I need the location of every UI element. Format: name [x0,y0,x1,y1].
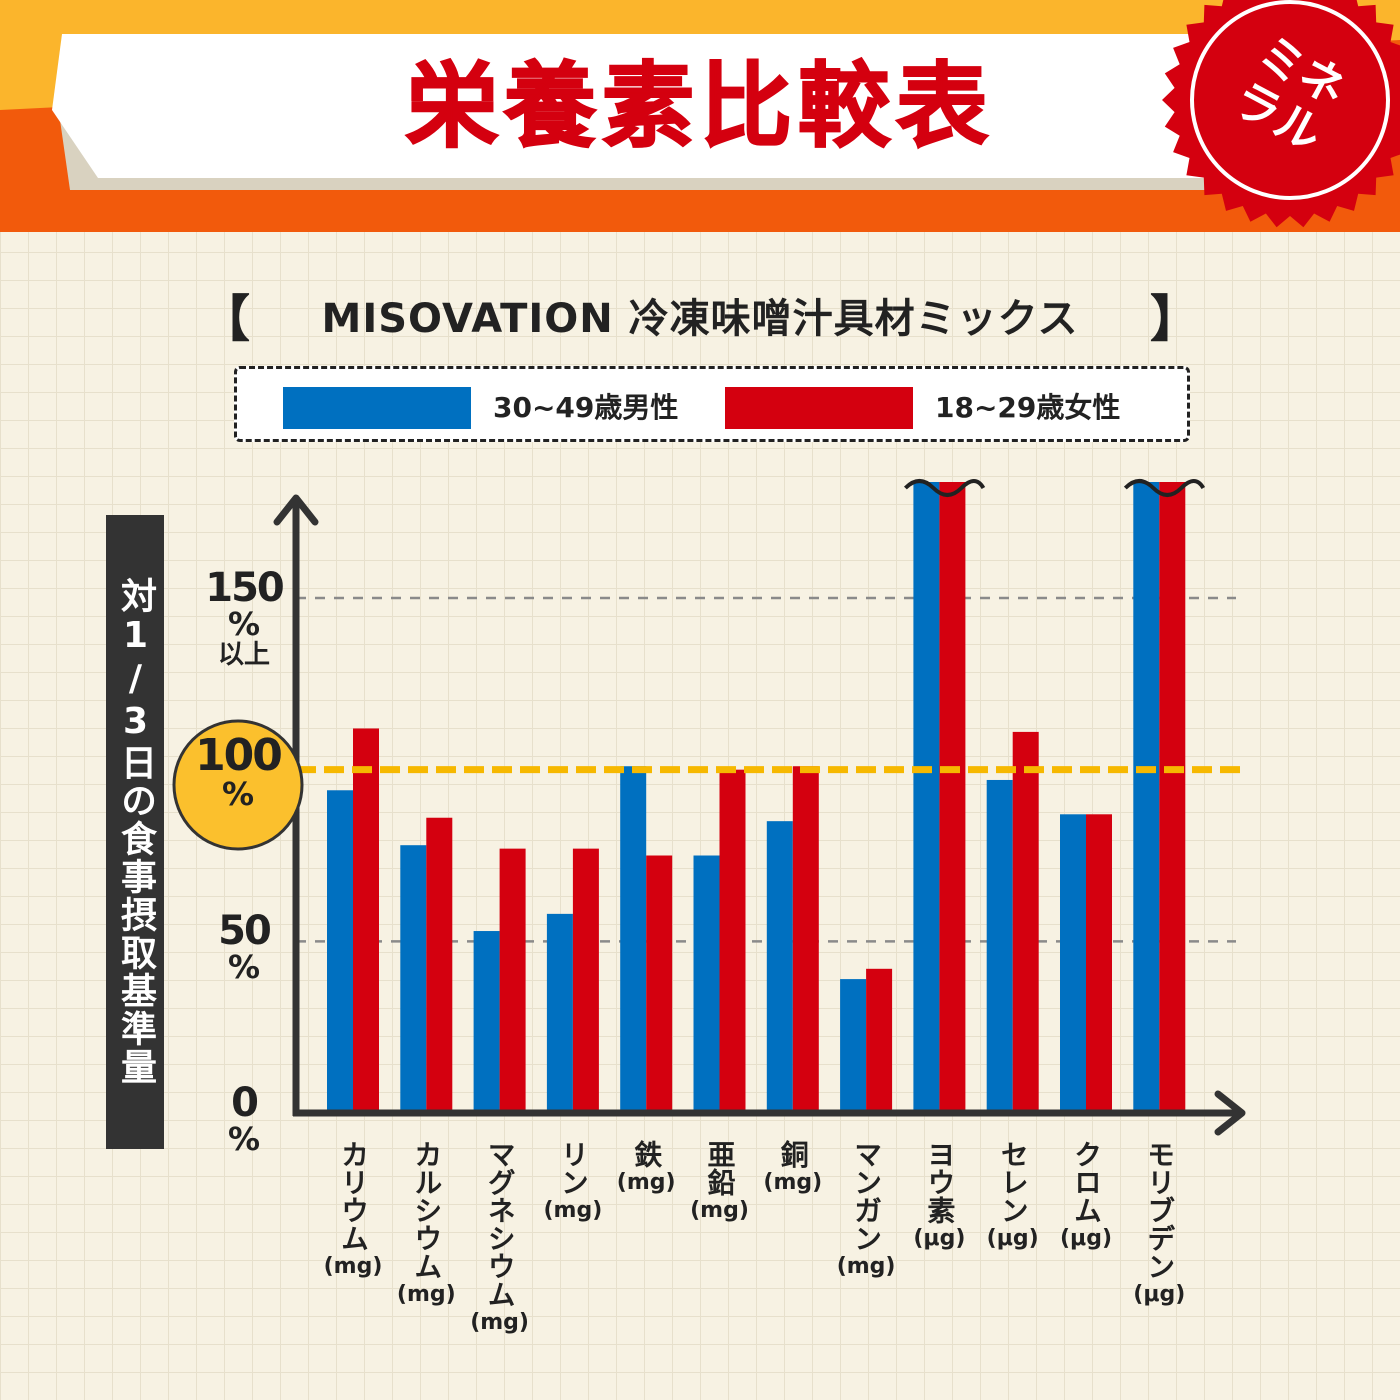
x-label-unit: (mg) [323,1254,383,1279]
x-label-name: リン [556,1140,590,1196]
x-label-name: マンガン [850,1140,884,1252]
legend: 30~49歳男性 18~29歳女性 [234,366,1190,442]
x-label-name: マグネシウム [483,1140,517,1308]
y-tick-unit: % [221,774,255,813]
y-tick-value: 100 [195,729,283,781]
x-label-unit: (mg) [836,1254,896,1279]
legend-label-female: 18~29歳女性 [935,391,1121,424]
y-tick-100: 100% [178,729,298,813]
y-tick-50: 50% [196,911,292,983]
y-tick-unit: % [227,605,261,643]
page-title: 栄養素比較表 [405,52,994,161]
x-label-0: カリウム (mg) [318,1140,388,1279]
header-band [0,0,1400,232]
x-label-name: モリブデン [1143,1140,1177,1280]
legend-swatch-female [725,387,913,429]
x-label-8: ヨウ素 (μg) [904,1140,974,1251]
x-label-name: 亜鉛 [703,1140,737,1196]
x-label-7: マンガン (mg) [831,1140,901,1279]
x-label-unit: (mg) [616,1170,676,1195]
x-label-9: セレン (μg) [978,1140,1048,1251]
x-label-3: リン (mg) [538,1140,608,1223]
title-panel [52,34,1262,178]
x-label-unit: (mg) [763,1170,823,1195]
y-tick-150: 150% 以上 [196,568,292,670]
x-label-unit: (μg) [1059,1226,1113,1251]
x-label-6: 銅 (mg) [758,1140,828,1195]
y-tick-value: 150 [205,565,285,611]
legend-label-male: 30~49歳男性 [493,391,679,424]
y-tick-unit: % [227,1120,261,1158]
x-label-11: モリブデン (μg) [1124,1140,1194,1307]
x-label-unit: (mg) [690,1198,749,1223]
x-label-name: クロム [1070,1140,1103,1224]
x-label-name: カリウム [337,1140,370,1252]
y-axis-label-box: 対1/3日の食事摂取基準量 [106,515,164,1149]
x-label-unit: (μg) [1133,1282,1186,1307]
subtitle-close-bracket: 】 [1150,290,1200,348]
x-label-1: カルシウム (mg) [391,1140,461,1307]
x-label-unit: (μg) [986,1226,1039,1251]
x-label-10: クロム (μg) [1051,1140,1121,1251]
badge-seal-ring [1190,0,1390,200]
x-label-name: カルシウム [410,1140,444,1280]
x-label-2: マグネシウム (mg) [465,1140,535,1335]
badge [1162,0,1400,228]
y-tick-extra: 以上 [217,640,270,670]
y-tick-unit: % [227,948,261,987]
y-tick-value: 0 [231,1080,259,1126]
subtitle-row: 【 MISOVATION 冷凍味噌汁具材ミックス 】 [200,280,1200,350]
y-tick-0: 0% [196,1083,292,1155]
x-label-name: セレン [996,1140,1030,1224]
chart-subtitle: MISOVATION 冷凍味噌汁具材ミックス [321,296,1079,342]
legend-swatch-male [283,387,471,429]
x-label-5: 亜鉛 (mg) [685,1140,755,1223]
x-label-unit: (μg) [913,1226,966,1251]
y-tick-value: 50 [218,908,272,955]
x-label-name: ヨウ素 [923,1140,957,1224]
x-label-4: 鉄 (mg) [611,1140,681,1195]
subtitle-open-bracket: 【 [200,290,250,348]
x-label-unit: (mg) [470,1310,529,1335]
x-label-unit: (mg) [396,1282,456,1307]
y-axis-label: 対1/3日の食事摂取基準量 [115,577,156,1086]
x-label-unit: (mg) [543,1198,603,1223]
x-label-name: 鉄 [630,1140,664,1168]
x-label-name: 銅 [776,1140,810,1168]
